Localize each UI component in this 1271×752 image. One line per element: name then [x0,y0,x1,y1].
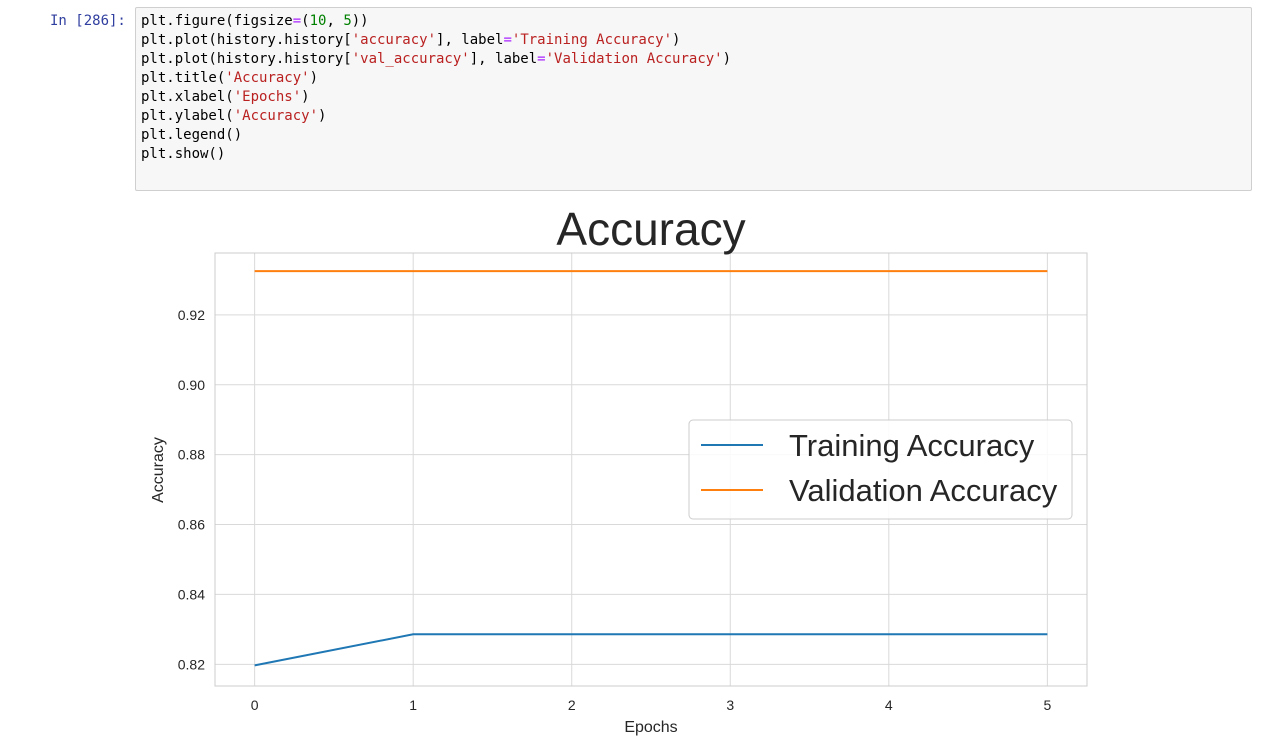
legend-label: Training Accuracy [789,428,1035,463]
code-token: 10 [309,13,327,29]
x-tick-label: 2 [568,697,576,713]
code-token: plt.plot(history.history[ [141,51,352,67]
code-token: plt.legend() [141,127,243,143]
legend-label: Validation Accuracy [789,473,1058,508]
code-token: ) [672,32,681,48]
y-tick-label: 0.90 [178,377,205,393]
input-prompt: In [286]: [50,13,126,29]
code-token: ) [301,89,310,105]
y-tick-label: 0.82 [178,656,205,672]
x-tick-labels: 0 1 2 3 4 5 [251,697,1052,713]
code-token: = [503,32,512,48]
code-token: plt.figure(figsize [141,13,293,29]
x-tick-label: 5 [1043,697,1051,713]
x-axis-label: Epochs [624,719,677,736]
accuracy-chart: 0.82 0.84 0.86 0.88 0.90 0.92 0 1 2 3 4 5 Accuracy… [135,196,1135,748]
code-token: 5 [343,13,352,29]
code-token: )) [351,13,369,29]
code-token: 'Epochs' [233,89,302,105]
code-token: , [326,13,344,29]
y-tick-label: 0.92 [178,307,205,323]
series-line [254,633,1048,667]
y-axis-label: Accuracy [150,437,167,503]
code-token: 'accuracy' [351,32,437,48]
y-tick-labels: 0.82 0.84 0.86 0.88 0.90 0.92 [178,307,205,672]
code-token: ], label [469,51,538,67]
chart-title: Accuracy [556,203,745,255]
code-token: 'Validation Accuracy' [545,51,723,67]
code-token: ) [309,70,319,86]
code-token: plt.show() [141,146,226,162]
code-token: plt.xlabel( [141,89,234,105]
y-tick-label: 0.88 [178,447,205,463]
code-token: = [537,51,546,67]
code-token: plt.plot(history.history[ [141,32,352,48]
cell-output: 0.82 0.84 0.86 0.88 0.90 0.92 0 1 2 3 4 5 Accuracy… [135,196,1135,748]
code-token: ) [318,108,327,124]
series-lines [254,270,1048,667]
code-token: 'val_accuracy' [351,51,470,67]
y-tick-label: 0.84 [178,586,205,602]
code-token: ], label [436,32,504,48]
code-token: 'Training Accuracy' [511,32,673,48]
code-token: plt.ylabel( [141,108,234,124]
code-text[interactable]: plt.figure(figsize=(10, 5)) plt.plot(his… [141,12,731,164]
code-editor[interactable]: plt.figure(figsize=(10, 5)) plt.plot(his… [135,7,1252,191]
legend: Training Accuracy Validation Accuracy [688,419,1073,520]
x-tick-label: 1 [409,697,417,713]
x-tick-label: 4 [885,697,893,713]
code-token: plt.title( [141,70,226,86]
code-token: ) [722,51,732,67]
x-tick-label: 3 [726,697,734,713]
x-tick-label: 0 [251,697,259,713]
legend-box [688,419,1073,520]
code-token: = [292,13,302,29]
y-tick-label: 0.86 [178,517,205,533]
plot-frame [214,252,1088,687]
code-token: ( [301,13,310,29]
code-token: 'Accuracy' [225,70,310,86]
code-token: 'Accuracy' [233,108,319,124]
